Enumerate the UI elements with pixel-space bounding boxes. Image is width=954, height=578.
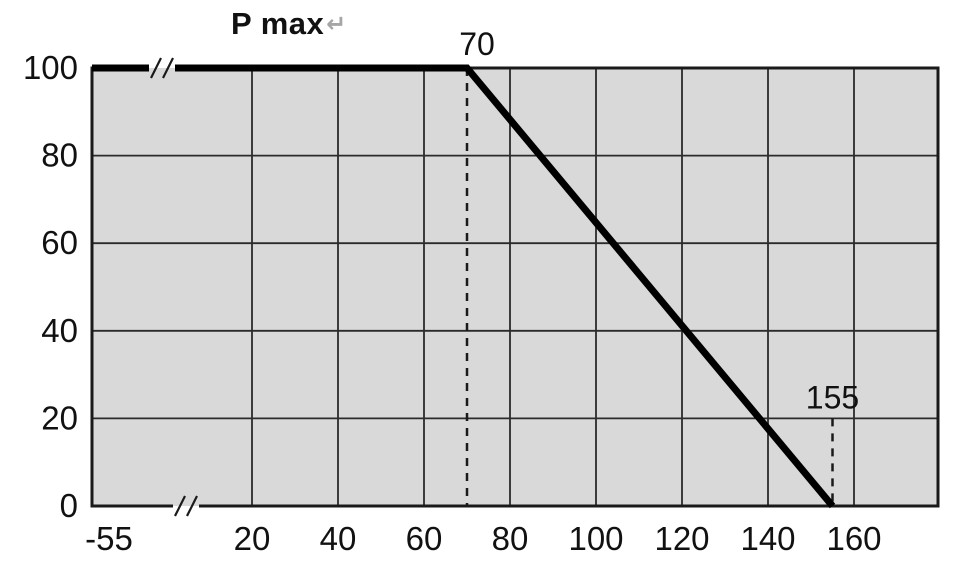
axis-break-gap (149, 62, 175, 68)
axis-break-gap (173, 500, 199, 506)
annotation-label-155: 155 (806, 379, 859, 415)
chart-title-text: P max (231, 6, 325, 41)
axis-break-icon (174, 495, 186, 517)
annotation-label-70: 70 (459, 26, 495, 62)
y-tick-label: 0 (60, 487, 78, 524)
plot-area (92, 68, 938, 506)
axis-break-icon (150, 57, 162, 79)
x-tick-label: -55 (85, 520, 133, 557)
y-tick-label: 60 (41, 224, 78, 261)
x-tick-label: 100 (568, 520, 623, 557)
axis-break-gap (149, 68, 175, 74)
x-tick-label: 120 (654, 520, 709, 557)
x-tick-label: 40 (320, 520, 357, 557)
x-tick-label: 60 (406, 520, 443, 557)
return-glyph: ↵ (326, 11, 347, 38)
y-tick-label: 100 (23, 49, 78, 86)
chart-title: P max↵ (231, 6, 347, 42)
plot-border (90, 66, 940, 508)
axis-break-gap (173, 506, 199, 512)
x-tick-label: 140 (740, 520, 795, 557)
x-tick-label: 80 (492, 520, 529, 557)
y-tick-label: 40 (41, 312, 78, 349)
y-tick-label: 80 (41, 137, 78, 174)
series-pmax-line (92, 64, 836, 509)
y-tick-label: 20 (41, 399, 78, 436)
x-tick-label: 160 (826, 520, 881, 557)
axis-break-icon (186, 495, 198, 517)
x-tick-label: 20 (234, 520, 271, 557)
axis-break-icon (162, 57, 174, 79)
